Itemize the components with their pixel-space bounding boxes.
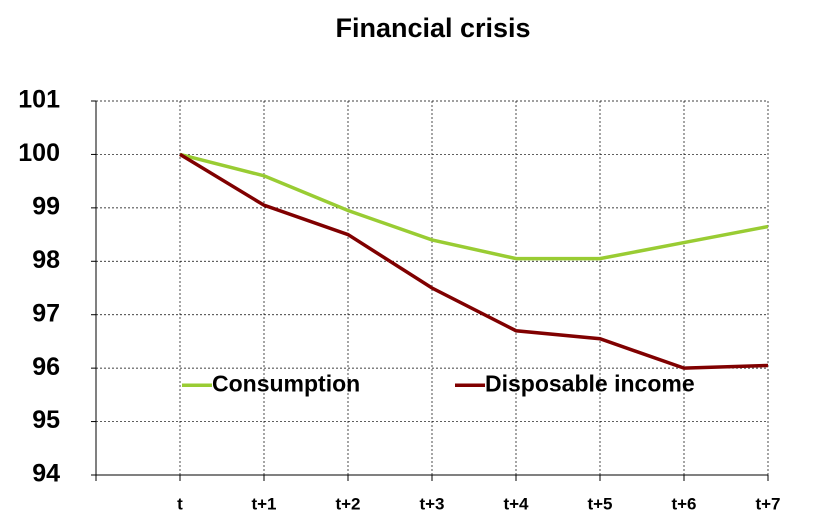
x-tick-label: t+4: [503, 494, 529, 513]
x-tick-label: t+1: [251, 494, 276, 513]
y-tick-label: 100: [18, 139, 60, 167]
legend-label: Consumption: [212, 370, 360, 396]
x-tick-label: t+2: [335, 494, 360, 513]
y-tick-label: 95: [32, 406, 60, 434]
x-tick-label: t+7: [755, 494, 780, 513]
y-tick-label: 101: [18, 86, 60, 114]
y-tick-label: 96: [32, 353, 60, 381]
legend-label: Disposable income: [485, 370, 695, 396]
y-tick-label: 94: [32, 460, 60, 488]
y-tick-label: 99: [32, 192, 60, 220]
x-tick-label: t+3: [419, 494, 444, 513]
y-tick-label: 97: [32, 299, 60, 327]
series-line: [179, 152, 769, 261]
x-tick-label: t+6: [671, 494, 696, 513]
y-tick-label: 98: [32, 246, 60, 274]
chart-title: Financial crisis: [335, 13, 530, 43]
x-tick-label: t: [177, 494, 183, 513]
x-tick-label: t+5: [587, 494, 612, 513]
series-line: [179, 152, 769, 370]
